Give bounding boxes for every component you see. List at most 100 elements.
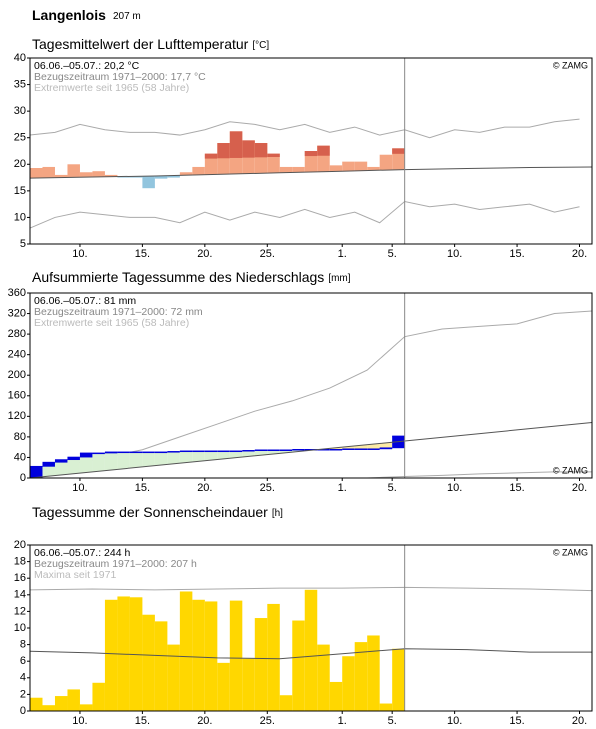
extreme-min-line xyxy=(29,200,580,229)
station-name: Langenlois xyxy=(32,7,106,23)
y-tick-label: 5 xyxy=(20,238,26,250)
surplus-area xyxy=(167,451,180,465)
surplus-area xyxy=(79,453,93,474)
x-tick-label: 1. xyxy=(338,715,347,727)
y-tick-label: 16 xyxy=(14,572,26,584)
daily-precip xyxy=(54,460,68,463)
surplus-area xyxy=(242,450,255,458)
info-line: Bezugszeitraum 1971–2000: 17,7 °C xyxy=(34,71,206,83)
x-tick-label: 25. xyxy=(260,715,275,727)
surplus-area xyxy=(229,451,243,459)
sun-bar xyxy=(267,603,280,711)
y-tick-label: 2 xyxy=(20,688,26,700)
temp-above xyxy=(304,151,318,172)
y-tick-label: 10 xyxy=(14,211,26,223)
normal-line xyxy=(29,422,593,479)
surplus-area xyxy=(204,451,218,461)
x-tick-label: 5. xyxy=(388,248,397,260)
temp-strong xyxy=(317,145,330,156)
temp-above xyxy=(54,174,68,178)
temp-below xyxy=(154,175,168,179)
y-tick-label: 40 xyxy=(14,451,26,463)
x-tick-label: 5. xyxy=(388,715,397,727)
y-tick-label: 40 xyxy=(14,52,26,64)
title-text: Aufsummierte Tagessumme des Niederschlag… xyxy=(32,269,324,285)
x-tick-label: 15. xyxy=(509,715,524,727)
header: Langenlois 207 m xyxy=(32,7,141,23)
surplus-area xyxy=(154,452,168,466)
sun-bar xyxy=(279,695,293,711)
y-tick-label: 14 xyxy=(14,589,26,601)
chart-title: Tagesmittelwert der Lufttemperatur [°C] xyxy=(32,36,269,52)
x-tick-label: 20. xyxy=(572,248,587,260)
x-tick-label: 1. xyxy=(338,248,347,260)
temp-above xyxy=(329,165,343,172)
x-tick-label: 5. xyxy=(388,482,397,494)
surplus-area xyxy=(54,460,68,476)
daily-precip xyxy=(30,466,43,478)
y-tick-label: 240 xyxy=(8,349,26,361)
sun-bar xyxy=(167,644,180,711)
temp-strong xyxy=(254,143,268,158)
daily-precip xyxy=(79,453,93,458)
sun-bar xyxy=(354,642,368,711)
normal-line xyxy=(29,648,592,660)
unit: [h] xyxy=(272,508,283,519)
y-tick-label: 35 xyxy=(14,78,26,90)
surplus-area xyxy=(92,453,105,472)
x-tick-label: 10. xyxy=(447,715,462,727)
temp-strong xyxy=(229,131,243,158)
unit: [°C] xyxy=(252,40,269,51)
surplus-area xyxy=(67,457,80,475)
sun-bar xyxy=(42,705,55,711)
info-line: Extremwerte seit 1965 (58 Jahre) xyxy=(34,82,189,94)
sun-bar xyxy=(392,648,405,711)
daily-precip xyxy=(42,462,55,467)
temp-below xyxy=(167,175,180,178)
temp-strong xyxy=(267,153,280,158)
y-tick-label: 20 xyxy=(14,158,26,170)
y-tick-label: 320 xyxy=(8,307,26,319)
x-tick-label: 20. xyxy=(572,715,587,727)
sun-bar xyxy=(192,599,205,711)
temp-strong xyxy=(392,148,405,154)
sun-bar xyxy=(204,601,218,711)
temp-above xyxy=(292,166,305,173)
deficit-area xyxy=(342,445,355,450)
sun-bar xyxy=(54,696,68,711)
temp-above xyxy=(92,171,105,177)
title-text: Tagessumme der Sonnenscheindauer xyxy=(32,504,268,520)
info-line: Maxima seit 1971 xyxy=(34,569,116,581)
x-tick-label: 20. xyxy=(197,248,212,260)
x-tick-label: 15. xyxy=(509,482,524,494)
info-line: 06.06.–05.07.: 81 mm xyxy=(34,295,136,307)
station-altitude: 207 m xyxy=(113,11,141,22)
temp-above xyxy=(79,172,93,178)
sun-bar xyxy=(367,635,380,711)
y-tick-label: 160 xyxy=(8,390,26,402)
x-tick-label: 15. xyxy=(135,482,150,494)
sun-bar xyxy=(342,656,355,711)
temp-above xyxy=(204,153,218,175)
sun-bar xyxy=(254,618,268,711)
y-tick-label: 18 xyxy=(14,556,26,568)
temp-below xyxy=(142,176,155,189)
x-tick-label: 15. xyxy=(135,715,150,727)
temp-above xyxy=(279,166,293,173)
title-text: Tagesmittelwert der Lufttemperatur xyxy=(32,36,249,52)
y-tick-label: 30 xyxy=(14,105,26,117)
x-tick-label: 20. xyxy=(197,482,212,494)
temp-below xyxy=(117,176,130,178)
copyright: © ZAMG xyxy=(553,547,588,557)
x-tick-label: 25. xyxy=(260,248,275,260)
y-tick-label: 10 xyxy=(14,622,26,634)
y-tick-label: 80 xyxy=(14,431,26,443)
y-tick-label: 120 xyxy=(8,410,26,422)
temp-above xyxy=(192,166,205,175)
daily-precip xyxy=(392,436,405,449)
temp-strong xyxy=(242,140,255,158)
sun-bar xyxy=(317,644,330,711)
info-line: 06.06.–05.07.: 20,2 °C xyxy=(34,60,140,72)
y-tick-label: 25 xyxy=(14,132,26,144)
sun-bar xyxy=(217,662,230,711)
